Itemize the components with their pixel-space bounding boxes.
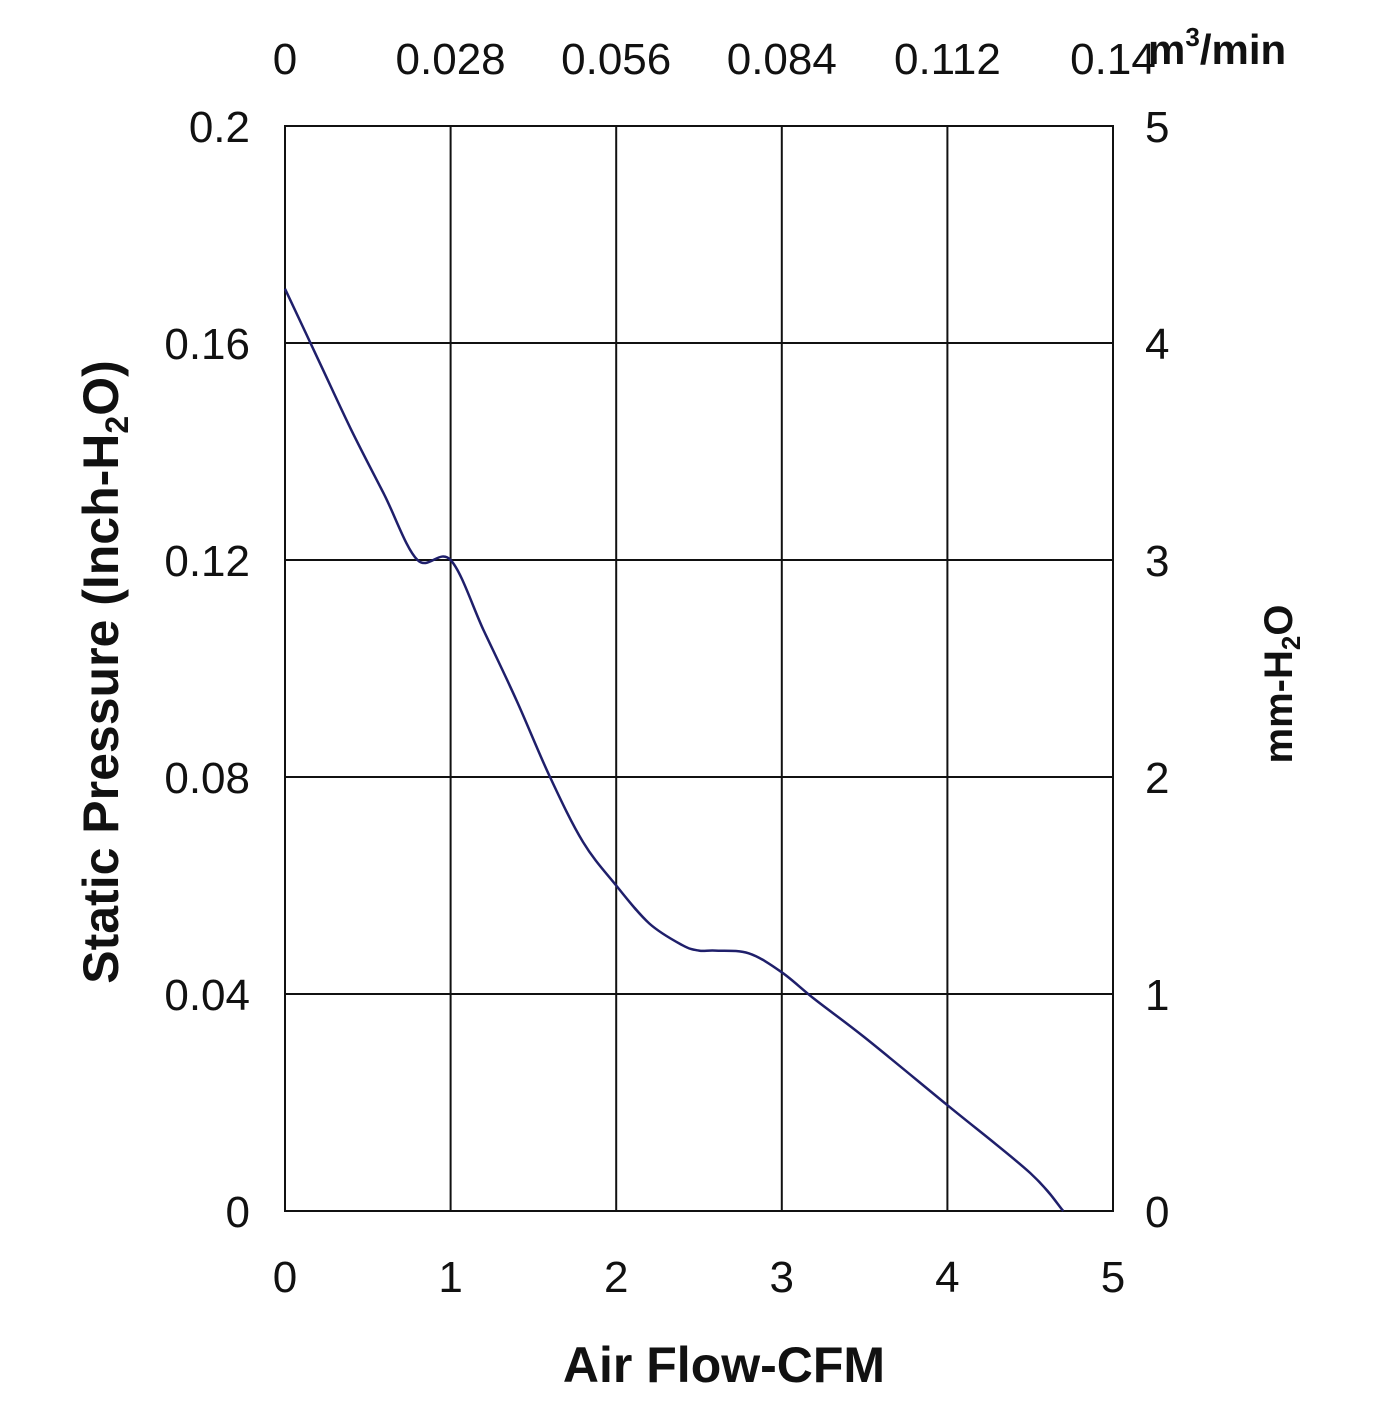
x2-tick-label: 0.14	[1070, 35, 1156, 84]
y2-tick-label: 3	[1145, 537, 1169, 586]
series-line	[283, 288, 1065, 1212]
x2-tick-label: 0.028	[396, 35, 506, 84]
y2-axis-title: mm-H2O	[1257, 605, 1306, 764]
y2-tick-label: 1	[1145, 971, 1169, 1020]
line-layer	[283, 288, 1065, 1212]
y-tick-label: 0	[226, 1188, 250, 1237]
x-tick-label: 5	[1101, 1253, 1125, 1302]
y2-tick-label: 2	[1145, 754, 1169, 803]
plot-frame	[284, 125, 1114, 1212]
label-layer: 0 1 2 3 4 50 0.028 0.056 0.084 0.112 0.1400.040.08…	[73, 22, 1306, 1393]
y-axis-title: Static Pressure (Inch-H2O)	[73, 360, 135, 984]
x-tick-label: 4	[935, 1253, 959, 1302]
x-tick-label: 0	[273, 1253, 297, 1302]
grid-layer	[285, 126, 1113, 1211]
y2-tick-label: 4	[1145, 320, 1169, 369]
y-tick-label: 0.08	[164, 754, 250, 803]
x2-tick-label: 0	[273, 35, 297, 84]
y2-tick-label: 5	[1145, 103, 1169, 152]
y-tick-label: 0.12	[164, 537, 250, 586]
y-tick-label: 0.04	[164, 971, 250, 1020]
x2-tick-label: 0.084	[727, 35, 837, 84]
x-tick-label: 3	[770, 1253, 794, 1302]
y-tick-label: 0.16	[164, 320, 250, 369]
x-tick-label: 2	[604, 1253, 628, 1302]
y-tick-label: 0.2	[189, 103, 250, 152]
x2-tick-label: 0.056	[561, 35, 671, 84]
y2-tick-label: 0	[1145, 1188, 1169, 1237]
x-tick-label: 1	[438, 1253, 462, 1302]
x2-axis-title: m3/min	[1148, 22, 1286, 73]
x-axis-title: Air Flow-CFM	[563, 1337, 885, 1393]
x2-tick-label: 0.112	[894, 35, 1001, 84]
